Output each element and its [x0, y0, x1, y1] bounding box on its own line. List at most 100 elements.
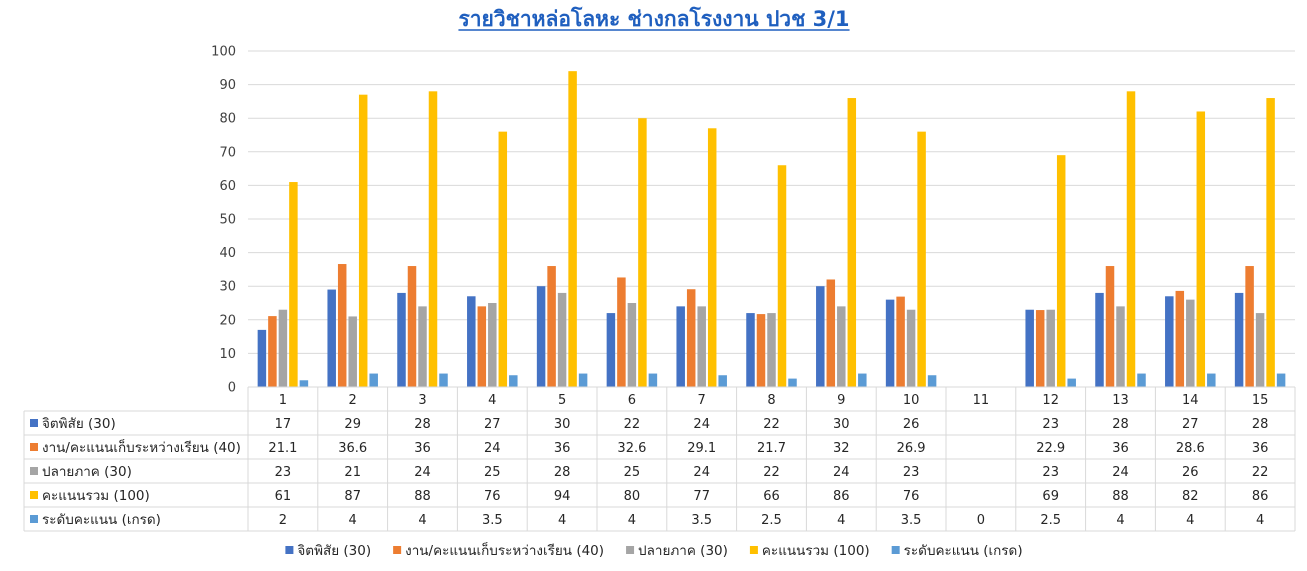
bar — [557, 292, 567, 387]
bar — [927, 375, 937, 387]
data-label: 24 — [1112, 465, 1129, 480]
bar — [1116, 306, 1125, 387]
bar — [1035, 310, 1045, 387]
data-label: 4 — [837, 513, 845, 528]
bar — [1196, 111, 1206, 387]
data-label: 2.5 — [761, 513, 782, 528]
data-label: 24 — [693, 417, 710, 432]
legend-label: จิตพิสัย (30) — [297, 543, 371, 559]
bar — [648, 373, 658, 387]
data-label: 76 — [484, 489, 501, 504]
bar — [337, 264, 347, 387]
data-label: 30 — [554, 417, 571, 432]
bar — [697, 306, 706, 387]
data-label: 76 — [903, 489, 920, 504]
bar — [1245, 266, 1254, 387]
bar — [257, 329, 267, 387]
data-label: 3.5 — [901, 513, 922, 528]
data-label: 36 — [554, 441, 571, 456]
y-tick-label: 60 — [219, 179, 236, 194]
x-category-label: 3 — [418, 393, 426, 408]
bar — [568, 71, 577, 387]
data-label: 3.5 — [691, 513, 712, 528]
bar — [547, 266, 556, 387]
bar — [1025, 309, 1034, 387]
x-category-label: 12 — [1042, 393, 1059, 408]
y-tick-label: 90 — [219, 78, 236, 93]
x-category-label: 4 — [488, 393, 496, 408]
legend-label: งาน/คะแนนเก็บระหว่างเรียน (40) — [405, 541, 604, 559]
bar — [627, 303, 637, 387]
data-label: 22 — [624, 417, 641, 432]
data-label: 4 — [628, 513, 636, 528]
x-category-label: 9 — [837, 393, 845, 408]
bar — [1234, 292, 1244, 387]
bar — [327, 289, 336, 387]
bar — [606, 313, 616, 387]
x-category-label: 1 — [279, 393, 287, 408]
data-label: 88 — [1112, 489, 1129, 504]
bars — [257, 71, 1286, 388]
data-label: 24 — [484, 441, 501, 456]
data-label: 22 — [1252, 465, 1269, 480]
data-label: 36.6 — [338, 441, 367, 456]
bar — [488, 303, 497, 387]
data-label: 22 — [763, 465, 780, 480]
bar — [707, 128, 717, 387]
bar — [676, 306, 685, 387]
bar — [885, 299, 895, 387]
x-category-label: 2 — [349, 393, 357, 408]
data-label: 23 — [1042, 465, 1059, 480]
data-label: 66 — [763, 489, 780, 504]
data-label: 32.6 — [617, 441, 646, 456]
y-tick-label: 50 — [219, 213, 236, 228]
bar — [847, 98, 857, 387]
data-label: 61 — [275, 489, 292, 504]
bar — [1186, 299, 1195, 387]
bar — [858, 373, 867, 387]
data-label: 4 — [1186, 513, 1194, 528]
legend-label: ระดับคะแนน (เกรด) — [904, 543, 1023, 559]
bar — [278, 309, 288, 387]
bar — [418, 306, 427, 387]
bar — [638, 118, 647, 387]
data-label: 36 — [1112, 441, 1129, 456]
data-label: 36 — [1252, 441, 1269, 456]
table-row-label: ปลายภาค (30) — [42, 464, 132, 480]
y-tick-label: 30 — [219, 280, 236, 295]
bar — [299, 380, 309, 387]
bar — [837, 306, 846, 387]
data-label: 32 — [833, 441, 850, 456]
data-label: 25 — [624, 465, 641, 480]
data-label: 4 — [418, 513, 426, 528]
bar — [1165, 296, 1174, 387]
data-label: 28 — [414, 417, 431, 432]
bar — [788, 378, 797, 387]
x-category-label: 7 — [698, 393, 706, 408]
bar — [777, 165, 787, 387]
bar — [289, 182, 298, 387]
bar — [816, 286, 825, 387]
y-tick-label: 20 — [219, 313, 236, 328]
data-label: 22.9 — [1036, 441, 1065, 456]
legend: จิตพิสัย (30) งาน/คะแนนเก็บระหว่างเรียน (… — [285, 541, 1023, 559]
data-label: 23 — [275, 465, 292, 480]
bar — [358, 94, 368, 388]
bar — [268, 316, 277, 387]
data-label: 28 — [554, 465, 571, 480]
x-category-label: 10 — [903, 393, 920, 408]
data-label: 22 — [763, 417, 780, 432]
data-label: 26 — [903, 417, 920, 432]
bar — [477, 306, 487, 387]
data-label: 21.7 — [757, 441, 786, 456]
data-label: 87 — [344, 489, 361, 504]
table-row-label: จิตพิสัย (30) — [42, 416, 116, 432]
bar — [428, 91, 438, 387]
data-label: 36 — [414, 441, 431, 456]
data-label: 21.1 — [268, 441, 297, 456]
bar — [369, 373, 378, 387]
bar — [407, 266, 417, 387]
bar — [1056, 155, 1066, 387]
bar — [896, 296, 905, 387]
